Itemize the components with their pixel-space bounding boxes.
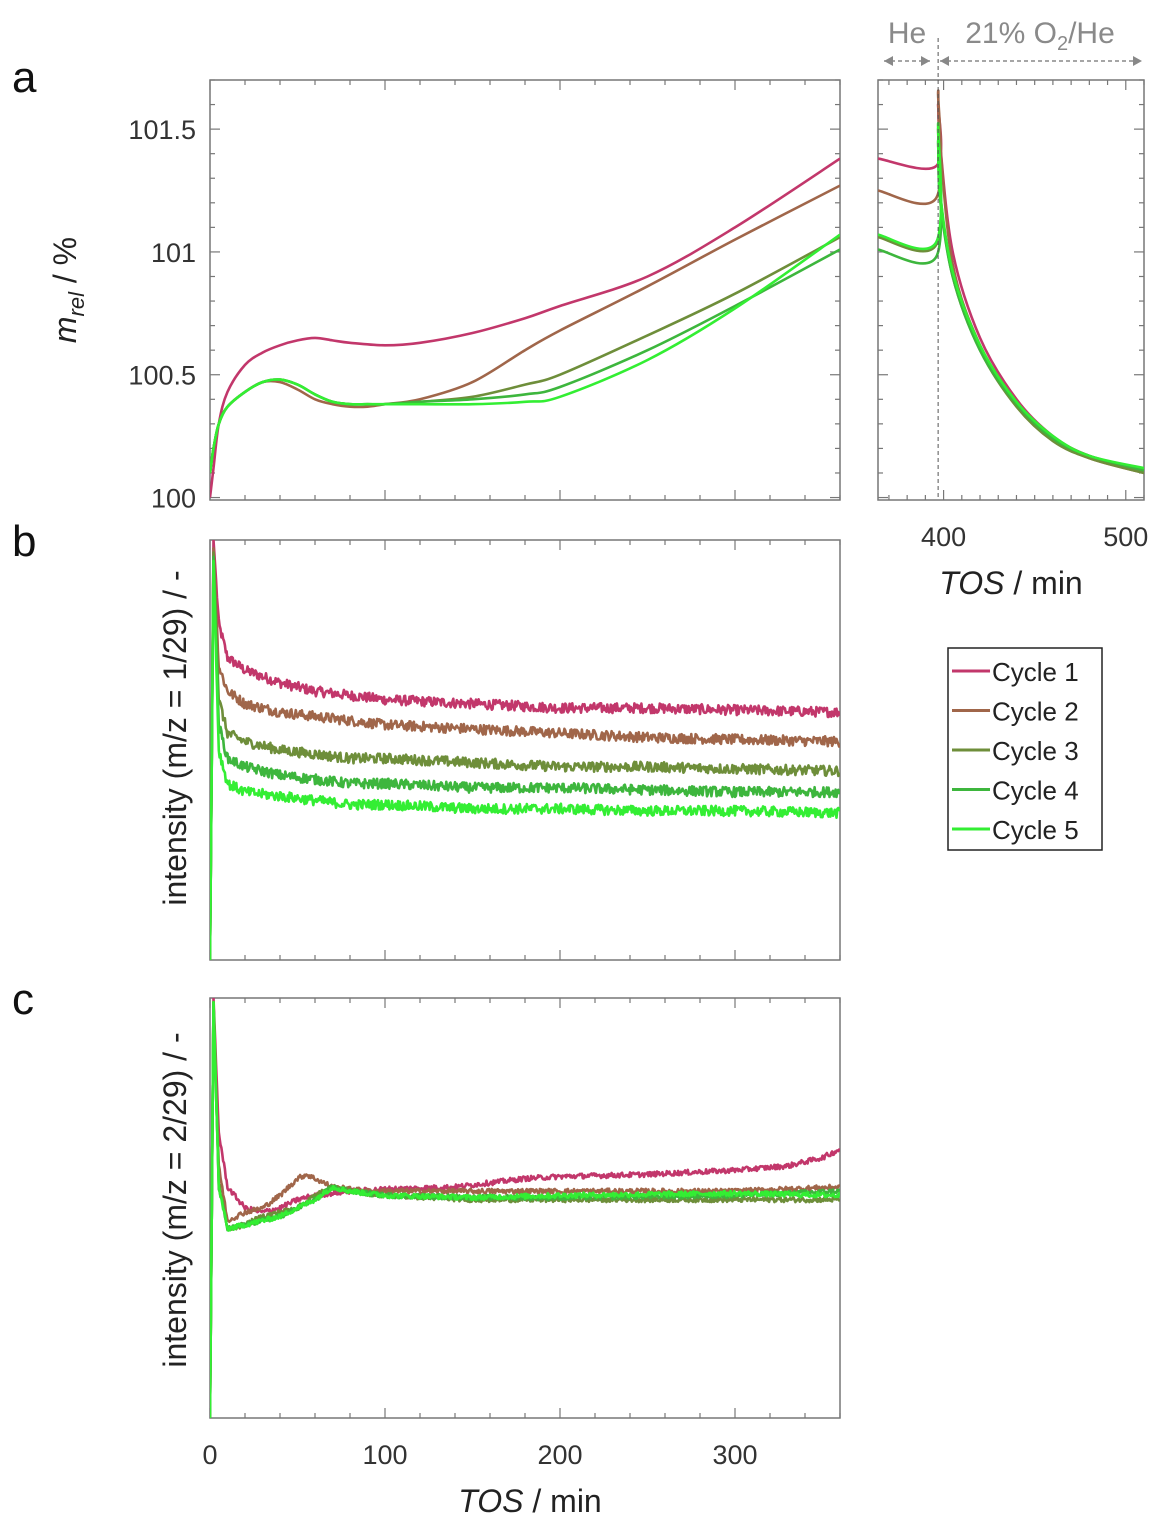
x-tick-label: 500 bbox=[1103, 522, 1148, 552]
panel-label-c: c bbox=[12, 975, 34, 1024]
panel-a-ylabel: mrel / % bbox=[47, 237, 89, 343]
legend: Cycle 1 Cycle 2 Cycle 3 Cycle 4 Cycle 5 bbox=[947, 647, 1103, 851]
panel-a-inset-xlabel: TOS / min bbox=[939, 565, 1082, 601]
series-line-b-4 bbox=[210, 555, 840, 960]
y-tick-label: 100.5 bbox=[128, 361, 196, 391]
series-line-c-3 bbox=[210, 1000, 840, 1418]
gas-label-o2-sub: 2 bbox=[1057, 33, 1068, 55]
panel-a-inset: 400 500 He 21% O2/He TOS / min bbox=[877, 17, 1148, 601]
series-line-a-3 bbox=[210, 236, 840, 474]
series-line-a-5 bbox=[210, 233, 840, 474]
series-line-b-3 bbox=[210, 551, 840, 960]
legend-entry: Cycle 2 bbox=[992, 697, 1079, 727]
gas-label-o2-suffix: /He bbox=[1068, 17, 1115, 50]
x-tick-label: 200 bbox=[537, 1440, 582, 1470]
panel-b: intensity (m/z = 1/29) / - bbox=[157, 539, 841, 961]
series-line-ai-2 bbox=[878, 89, 1144, 475]
x-tick-label: 300 bbox=[712, 1440, 757, 1470]
legend-entry: Cycle 4 bbox=[992, 776, 1079, 806]
legend-entry: Cycle 1 bbox=[992, 657, 1079, 687]
panel-a-inset-xlabel-unit: / min bbox=[1004, 565, 1082, 601]
panel-c-xlabel-unit: / min bbox=[523, 1483, 601, 1519]
series-line-a-4 bbox=[210, 248, 840, 474]
y-tick-label: 100 bbox=[151, 484, 196, 514]
series-line-c-1 bbox=[210, 998, 840, 1418]
panel-b-ylabel: intensity (m/z = 1/29) / - bbox=[157, 570, 193, 905]
panel-c-ticks: 0 100 200 300 bbox=[202, 998, 841, 1470]
panel-c-xlabel: TOS / min bbox=[458, 1483, 601, 1519]
panel-label-a: a bbox=[12, 53, 37, 102]
panel-a: 100 100.5 101 101.5 mrel / % bbox=[47, 79, 841, 514]
panel-c-series bbox=[210, 998, 840, 1418]
panel-a-ylabel-main: m bbox=[47, 316, 83, 343]
gas-label-o2-prefix: 21% O bbox=[965, 17, 1057, 50]
panel-a-ticks: 100 100.5 101 101.5 bbox=[128, 79, 841, 514]
gas-annotation: He 21% O2/He bbox=[884, 17, 1142, 66]
panel-a-inset-ticks: 400 500 bbox=[878, 79, 1148, 552]
panel-label-b: b bbox=[12, 517, 36, 566]
panel-c: 0 100 200 300 intensity (m/z = 2/29) / - TO… bbox=[157, 997, 841, 1519]
series-line-ai-5 bbox=[878, 122, 1144, 470]
panel-a-inset-frame bbox=[877, 79, 1145, 501]
series-line-ai-1 bbox=[878, 102, 1144, 472]
series-line-b-2 bbox=[210, 547, 840, 960]
series-line-b-5 bbox=[210, 559, 840, 960]
panel-a-inset-xlabel-italic: TOS bbox=[939, 565, 1004, 601]
series-line-c-5 bbox=[210, 1000, 840, 1418]
panel-a-frame bbox=[209, 79, 841, 501]
gas-label-o2: 21% O2/He bbox=[965, 17, 1115, 55]
x-tick-label: 400 bbox=[921, 522, 966, 552]
series-line-ai-4 bbox=[878, 138, 1144, 472]
panel-b-ticks bbox=[209, 540, 841, 960]
panel-a-inset-series bbox=[878, 89, 1144, 475]
series-line-b-1 bbox=[210, 540, 840, 960]
y-tick-label: 101 bbox=[151, 238, 196, 268]
series-line-c-4 bbox=[210, 1000, 840, 1418]
gas-label-he: He bbox=[888, 17, 926, 50]
series-line-ai-3 bbox=[878, 126, 1144, 475]
panel-c-ylabel: intensity (m/z = 2/29) / - bbox=[157, 1032, 193, 1367]
x-tick-label: 0 bbox=[202, 1440, 217, 1470]
legend-entry: Cycle 5 bbox=[992, 815, 1079, 845]
panel-a-ylabel-sub: rel bbox=[64, 291, 89, 317]
series-line-a-1 bbox=[210, 157, 840, 498]
series-line-c-2 bbox=[210, 1000, 840, 1418]
panel-c-xlabel-italic: TOS bbox=[458, 1483, 523, 1519]
panel-a-series bbox=[210, 157, 840, 498]
panel-c-frame bbox=[209, 997, 841, 1419]
series-line-a-2 bbox=[210, 184, 840, 474]
x-tick-label: 100 bbox=[362, 1440, 407, 1470]
y-tick-label: 101.5 bbox=[128, 115, 196, 145]
panel-a-ylabel-unit: / % bbox=[47, 237, 83, 292]
panel-b-series bbox=[210, 540, 840, 960]
legend-entry: Cycle 3 bbox=[992, 736, 1079, 766]
